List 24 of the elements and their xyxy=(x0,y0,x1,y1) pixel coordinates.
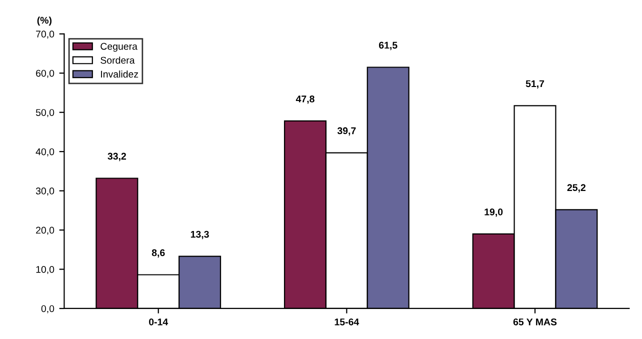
data-label: 25,2 xyxy=(567,184,586,192)
y-tick-label: 10,0 xyxy=(36,266,54,274)
y-tick-label: 70,0 xyxy=(36,30,54,39)
data-label: 19,0 xyxy=(484,208,503,217)
x-tick-label: 0-14 xyxy=(149,318,168,326)
data-label: 61,5 xyxy=(379,42,398,50)
data-label: 39,7 xyxy=(337,127,356,136)
legend-label: Ceguera xyxy=(100,42,138,52)
x-tick-label: 65 Y MAS xyxy=(513,318,557,326)
data-label: 33,2 xyxy=(108,152,126,162)
legend-label: Invalidez xyxy=(101,70,138,78)
legend-label: Sordera xyxy=(100,56,135,64)
data-label: 13,3 xyxy=(190,230,209,240)
y-tick-label: 50,0 xyxy=(36,109,54,118)
y-tick-label: 60,0 xyxy=(36,70,54,78)
data-label: 51,7 xyxy=(526,80,544,89)
data-label: 47,8 xyxy=(296,96,314,104)
y-tick-label: 40,0 xyxy=(36,148,54,156)
x-tick-label: 15-64 xyxy=(334,318,360,326)
y-tick-label: 0,0 xyxy=(41,305,54,314)
y-axis-title: (%) xyxy=(37,16,52,26)
y-tick-label: 30,0 xyxy=(36,188,54,196)
y-tick-label: 20,0 xyxy=(36,226,54,235)
data-label: 8,6 xyxy=(152,249,165,258)
